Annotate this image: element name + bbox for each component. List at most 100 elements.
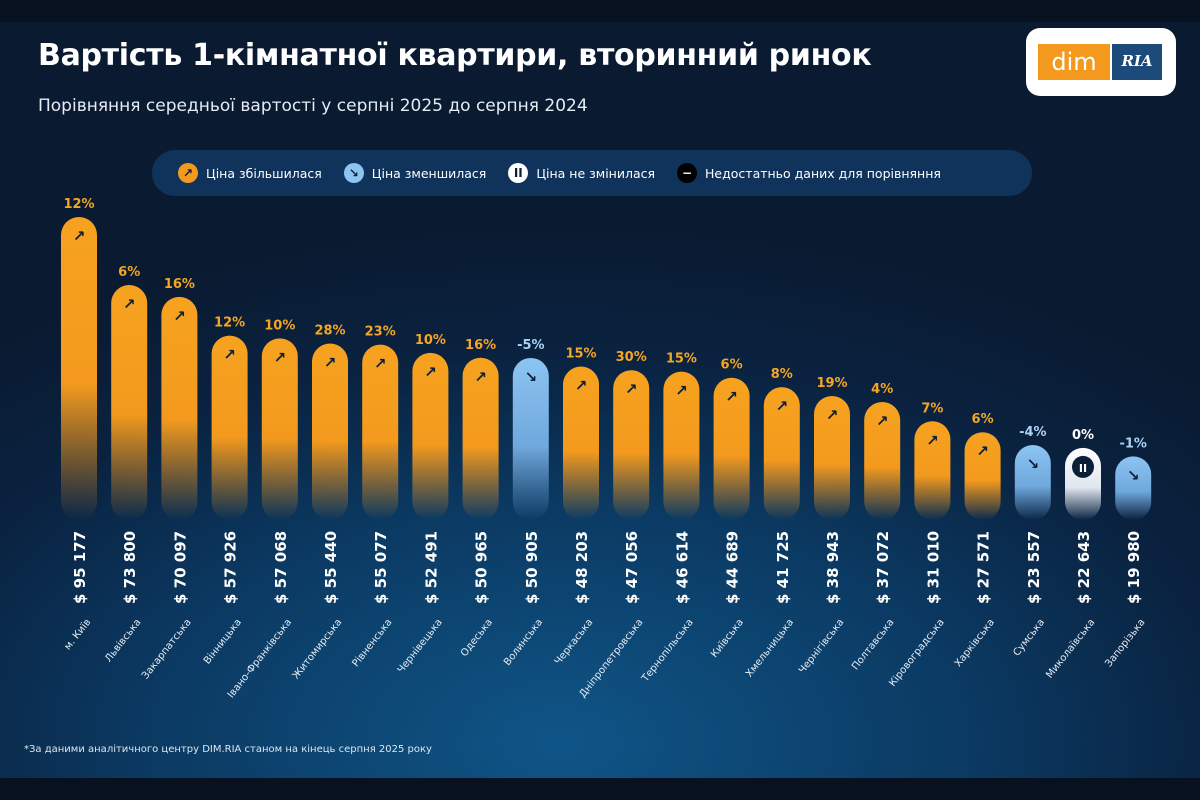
value-label: $ 22 643 bbox=[1075, 531, 1093, 604]
arrow-up-right-icon: ↗ bbox=[374, 355, 387, 373]
value-label: $ 55 077 bbox=[372, 531, 390, 604]
arrow-up-right-icon: ↗ bbox=[274, 348, 287, 366]
page-title: Вартість 1-кімнатної квартири, вторинний… bbox=[38, 38, 872, 73]
arrow-up-right-icon: ↗ bbox=[976, 442, 989, 460]
bar-21 bbox=[1115, 456, 1152, 520]
category-label: Київська bbox=[709, 617, 746, 660]
value-label: $ 55 440 bbox=[322, 531, 340, 604]
category-label: Житомирська bbox=[291, 617, 345, 681]
value-label: $ 52 491 bbox=[422, 531, 440, 604]
bar-8 bbox=[462, 357, 499, 520]
legend: ↗ Ціна збільшилася ↘ Ціна зменшилася II Ціна … bbox=[152, 150, 1032, 196]
value-label: $ 27 571 bbox=[975, 531, 993, 604]
category-label: Чернівецька bbox=[395, 616, 445, 675]
change-label: -1% bbox=[1119, 436, 1146, 451]
arrow-up-right-icon: ↗ bbox=[725, 388, 738, 406]
category-label: Тернопільська bbox=[639, 616, 696, 684]
value-label: $ 57 068 bbox=[272, 531, 290, 604]
category-label: Запорізька bbox=[1103, 616, 1148, 669]
change-label: 28% bbox=[314, 324, 345, 339]
change-label: 12% bbox=[214, 316, 245, 331]
bar-12 bbox=[663, 371, 700, 520]
category-label: Миколаївська bbox=[1044, 617, 1097, 681]
change-label: 6% bbox=[118, 265, 140, 280]
bar-16 bbox=[864, 401, 901, 520]
bar-3 bbox=[211, 335, 248, 520]
value-label: $ 70 097 bbox=[171, 531, 189, 604]
dimria-logo: dim RIA bbox=[1026, 28, 1176, 96]
category-label: Харківська bbox=[952, 616, 997, 669]
value-label: $ 95 177 bbox=[71, 531, 89, 604]
change-label: 10% bbox=[264, 318, 295, 333]
value-label: $ 73 800 bbox=[121, 531, 139, 604]
change-label: 12% bbox=[63, 197, 94, 212]
value-label: $ 37 072 bbox=[874, 531, 892, 604]
bar-15 bbox=[814, 396, 850, 520]
change-label: 15% bbox=[565, 347, 596, 362]
change-label: 30% bbox=[616, 350, 647, 365]
legend-label: Недостатньо даних для порівняння bbox=[705, 165, 941, 181]
footnote: *За даними аналітичного центру DIM.RIA с… bbox=[24, 744, 432, 755]
arrow-up-right-icon: ↗ bbox=[324, 354, 337, 372]
bar-2 bbox=[161, 296, 198, 520]
value-label: $ 46 614 bbox=[673, 531, 691, 604]
category-label: Полтавська bbox=[850, 617, 896, 672]
change-label: 8% bbox=[771, 367, 793, 382]
value-label: $ 47 056 bbox=[623, 531, 641, 604]
infographic-background bbox=[0, 22, 1200, 778]
value-label: $ 19 980 bbox=[1125, 531, 1143, 604]
value-label: $ 31 010 bbox=[924, 531, 942, 604]
change-label: 19% bbox=[816, 376, 847, 391]
category-label: Закарпатська bbox=[140, 617, 194, 681]
category-label: Вінницька bbox=[201, 616, 244, 666]
arrow-up-right-icon: ↗ bbox=[625, 380, 638, 398]
category-label: Кіровоградська bbox=[886, 616, 946, 688]
page-subtitle: Порівняння середньої вартості у серпні 2… bbox=[38, 96, 588, 116]
legend-label: Ціна не змінилася bbox=[536, 165, 656, 181]
category-label: Рівненська bbox=[350, 616, 395, 669]
value-label: $ 41 725 bbox=[774, 531, 792, 604]
bar-0 bbox=[61, 217, 97, 520]
arrow-down-right-icon: ↘ bbox=[343, 163, 364, 183]
arrow-up-right-icon: ↗ bbox=[178, 163, 198, 183]
change-label: 16% bbox=[465, 338, 496, 353]
category-label: Одеська bbox=[459, 617, 495, 659]
value-label: $ 50 905 bbox=[523, 531, 541, 604]
bar-7 bbox=[412, 352, 449, 520]
arrow-down-right-icon: ↘ bbox=[1027, 455, 1040, 473]
arrow-up-right-icon: ↗ bbox=[123, 295, 136, 313]
legend-label: Ціна збільшилася bbox=[206, 165, 322, 181]
bar-5 bbox=[312, 343, 348, 520]
category-label: Волинська bbox=[502, 617, 545, 668]
category-label: Чернігівська bbox=[796, 616, 846, 676]
category-label: м. Київ bbox=[62, 617, 93, 652]
bar-18 bbox=[964, 432, 1001, 520]
change-label: 6% bbox=[721, 358, 743, 373]
change-label: -5% bbox=[517, 338, 544, 353]
value-label: $ 38 943 bbox=[824, 531, 842, 604]
arrow-up-right-icon: ↗ bbox=[926, 431, 939, 449]
bar-14 bbox=[763, 387, 800, 520]
bar-17 bbox=[914, 421, 951, 520]
bar-19 bbox=[1014, 445, 1051, 520]
change-label: 4% bbox=[871, 382, 893, 397]
status-icon-bg bbox=[1072, 455, 1094, 478]
arrow-up-right-icon: ↗ bbox=[223, 346, 236, 364]
legend-item-nodata: − Недостатньо даних для порівняння bbox=[677, 163, 941, 183]
value-label: $ 57 926 bbox=[222, 531, 240, 604]
arrow-up-right-icon: ↗ bbox=[826, 406, 839, 424]
arrow-up-right-icon: ↗ bbox=[776, 397, 789, 415]
arrow-up-right-icon: ↗ bbox=[73, 227, 86, 245]
value-label: $ 50 965 bbox=[473, 531, 491, 604]
arrow-up-right-icon: ↗ bbox=[675, 382, 688, 400]
change-label: 10% bbox=[415, 333, 446, 348]
minus-icon: − bbox=[677, 163, 698, 183]
bar-4 bbox=[261, 338, 298, 520]
legend-item-down: ↘ Ціна зменшилася bbox=[343, 163, 486, 183]
legend-item-same: II Ціна не змінилася bbox=[508, 163, 655, 183]
arrow-down-right-icon: ↘ bbox=[525, 368, 538, 386]
bar-9 bbox=[512, 357, 549, 520]
change-label: 6% bbox=[972, 412, 994, 427]
value-label: $ 44 689 bbox=[724, 531, 742, 604]
